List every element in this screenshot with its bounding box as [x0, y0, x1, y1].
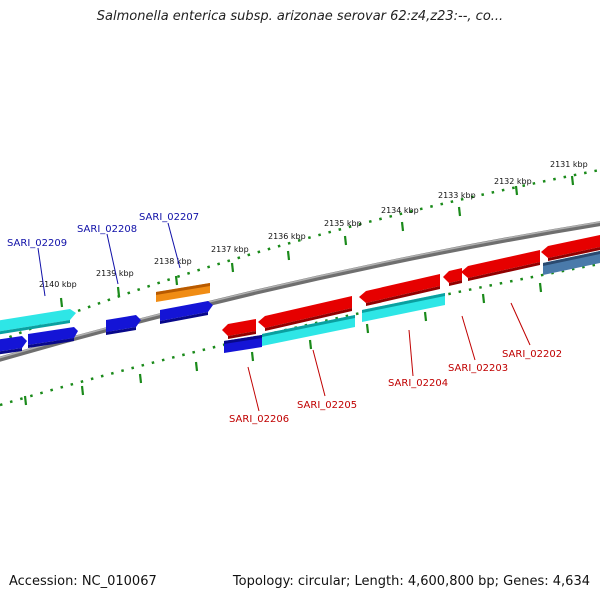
gene-label[interactable]: SARI_02204: [388, 378, 448, 389]
gene-arrow[interactable]: [362, 293, 445, 322]
gene-label[interactable]: SARI_02206: [229, 414, 289, 425]
gene-label[interactable]: SARI_02208: [77, 224, 137, 235]
gene-label[interactable]: SARI_02207: [139, 212, 199, 223]
tick-label: 2133 kbp: [438, 191, 476, 200]
gene-arrow[interactable]: [359, 274, 440, 306]
backbone-track: [0, 221, 600, 362]
tick-label: 2136 kbp: [268, 232, 306, 241]
gene-arrow[interactable]: [0, 336, 27, 355]
label-leader: [461, 315, 476, 361]
major-ticks-upper: [59, 175, 575, 308]
tick-label: 2131 kbp: [550, 160, 588, 169]
label-leader: [312, 349, 326, 397]
accession-text: Accession: NC_010067: [9, 574, 157, 589]
gene-arrow[interactable]: [443, 268, 462, 286]
gene-arrow[interactable]: [262, 315, 355, 346]
gene-arrow[interactable]: [461, 250, 540, 281]
gene-arrow[interactable]: [106, 315, 141, 335]
gene-arrow[interactable]: [28, 327, 78, 348]
gene-arrow[interactable]: [543, 250, 600, 275]
gene-label[interactable]: SARI_02205: [297, 400, 357, 411]
genome-stats-text: Topology: circular; Length: 4,600,800 bp…: [232, 574, 590, 589]
gene-label[interactable]: SARI_02209: [7, 238, 67, 249]
label-leader: [167, 222, 181, 269]
gene-label[interactable]: SARI_02203: [448, 363, 508, 374]
tick-label: 2137 kbp: [211, 245, 249, 254]
tick-label: 2134 kbp: [381, 206, 419, 215]
label-leader: [408, 329, 414, 377]
gene-arrow[interactable]: [156, 283, 210, 302]
gene-label[interactable]: SARI_02202: [502, 349, 562, 360]
gene-arrow[interactable]: [541, 234, 600, 261]
tick-label: 2138 kbp: [154, 257, 192, 266]
major-ticks-lower: [23, 282, 543, 406]
tick-label: 2132 kbp: [494, 177, 532, 186]
label-leader: [106, 233, 119, 285]
gene-arrow[interactable]: [224, 335, 262, 353]
tick-label: 2139 kbp: [96, 269, 134, 278]
label-leader: [510, 302, 531, 346]
label-leader: [247, 366, 260, 412]
map-title: Salmonella enterica subsp. arizonae sero…: [96, 9, 504, 24]
tick-label: 2135 kbp: [324, 219, 362, 228]
gene-arrow[interactable]: [0, 309, 76, 335]
label-leader: [37, 247, 46, 297]
gene-arrow[interactable]: [258, 296, 352, 331]
gene-arrow[interactable]: [160, 301, 213, 324]
tick-label: 2140 kbp: [39, 280, 77, 289]
gene-arrow[interactable]: [222, 319, 256, 339]
